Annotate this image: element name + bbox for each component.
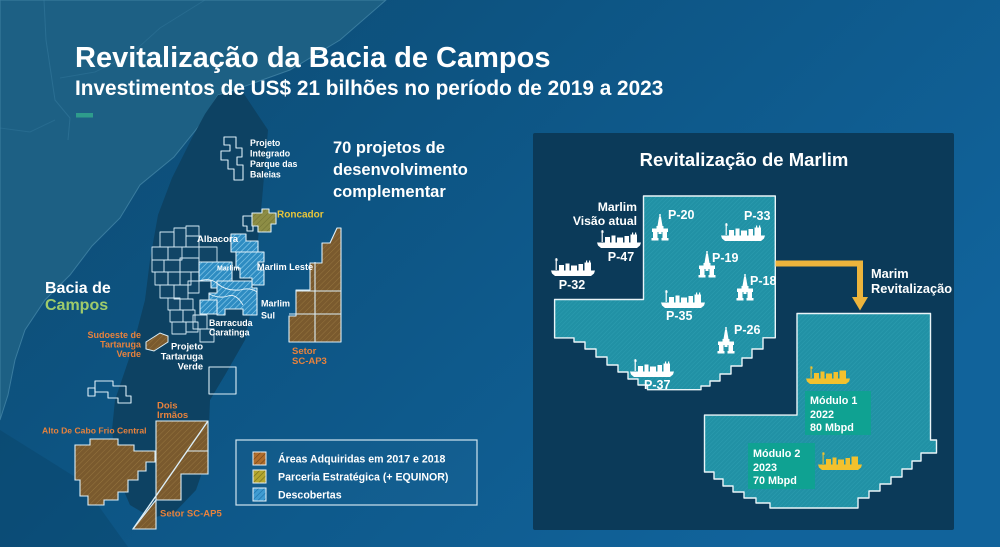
svg-text:Marlim: Marlim <box>217 266 240 273</box>
svg-text:P-18: P-18 <box>750 274 776 288</box>
svg-text:Alto De Cabo Frio Central: Alto De Cabo Frio Central <box>42 426 147 436</box>
svg-text:Parque das: Parque das <box>250 159 298 169</box>
svg-text:Barracuda: Barracuda <box>209 318 253 328</box>
svg-text:70 projetos de: 70 projetos de <box>333 139 445 157</box>
svg-text:Marlim: Marlim <box>598 200 637 214</box>
svg-text:P-37: P-37 <box>644 378 670 392</box>
svg-text:Verde: Verde <box>178 362 203 372</box>
svg-text:Tartaruga: Tartaruga <box>100 340 142 350</box>
svg-text:P-19: P-19 <box>712 251 738 265</box>
svg-text:2023: 2023 <box>753 462 777 474</box>
svg-text:Marlim: Marlim <box>261 299 290 309</box>
svg-text:Bacia de: Bacia de <box>45 280 111 297</box>
svg-text:Revitalização: Revitalização <box>871 281 952 296</box>
svg-text:70 Mbpd: 70 Mbpd <box>753 475 797 487</box>
svg-text:Projeto: Projeto <box>250 138 281 148</box>
svg-text:Setor SC-AP5: Setor SC-AP5 <box>160 509 222 520</box>
svg-text:Investimentos de US$ 21 bilhõe: Investimentos de US$ 21 bilhões no perío… <box>75 77 663 100</box>
svg-text:P-33: P-33 <box>744 209 770 223</box>
svg-text:P-32: P-32 <box>559 278 585 292</box>
svg-text:P-47: P-47 <box>608 250 634 264</box>
svg-text:Sul: Sul <box>261 311 275 321</box>
svg-text:2022: 2022 <box>810 409 834 421</box>
svg-text:P-26: P-26 <box>734 323 760 337</box>
svg-text:Parceria Estratégica (+ EQUINO: Parceria Estratégica (+ EQUINOR) <box>278 472 448 484</box>
svg-text:Integrado: Integrado <box>250 149 291 159</box>
svg-text:Baleias: Baleias <box>250 170 281 180</box>
svg-text:Tartaruga: Tartaruga <box>161 352 204 362</box>
svg-text:SC-AP3: SC-AP3 <box>292 356 327 367</box>
svg-text:Irmãos: Irmãos <box>157 410 188 421</box>
svg-text:P-20: P-20 <box>668 208 694 222</box>
svg-text:Projeto: Projeto <box>171 342 203 352</box>
svg-text:complementar: complementar <box>333 183 446 201</box>
svg-text:Revitalização de Marlim: Revitalização de Marlim <box>640 149 849 170</box>
svg-text:Dois: Dois <box>157 401 178 412</box>
svg-text:Verde: Verde <box>116 349 141 359</box>
svg-text:Albacora: Albacora <box>197 234 239 245</box>
svg-text:Revitalização da Bacia de Camp: Revitalização da Bacia de Campos <box>75 42 550 74</box>
svg-text:Campos: Campos <box>45 297 108 314</box>
svg-text:Sudoeste de: Sudoeste de <box>87 330 141 340</box>
svg-text:80 Mbpd: 80 Mbpd <box>810 422 854 434</box>
svg-text:Módulo 1: Módulo 1 <box>810 395 857 407</box>
svg-text:desenvolvimento: desenvolvimento <box>333 161 468 179</box>
svg-text:Descobertas: Descobertas <box>278 490 342 502</box>
svg-text:P-35: P-35 <box>666 309 692 323</box>
svg-text:Módulo 2: Módulo 2 <box>753 448 800 460</box>
svg-text:Caratinga: Caratinga <box>209 328 250 338</box>
svg-text:Marim: Marim <box>871 266 909 281</box>
svg-text:Áreas Adquiridas em 2017 e 201: Áreas Adquiridas em 2017 e 2018 <box>278 453 446 466</box>
svg-text:Marlim Leste: Marlim Leste <box>257 262 313 272</box>
svg-text:Setor: Setor <box>292 346 317 357</box>
svg-text:Roncador: Roncador <box>277 210 324 221</box>
svg-text:Visão atual: Visão atual <box>573 214 637 228</box>
